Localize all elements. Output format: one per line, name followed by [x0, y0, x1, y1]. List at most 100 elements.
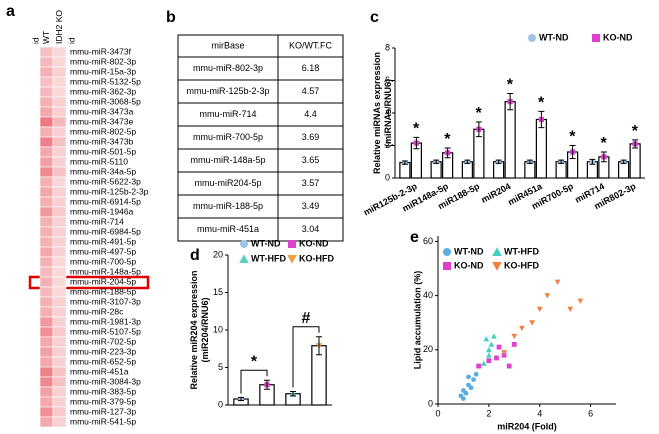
row-label: mmu-miR-451a	[70, 366, 129, 376]
heatmap-cell	[39, 206, 54, 218]
point	[471, 377, 476, 383]
point	[496, 344, 502, 350]
row-label: mmu-miR-3473e	[70, 116, 134, 126]
y-tick-label: 5	[218, 362, 223, 372]
heatmap-cell	[39, 356, 54, 368]
heatmap-cell	[52, 236, 67, 248]
table-header: KO/WT.FC	[289, 40, 332, 50]
point	[463, 390, 469, 396]
table-cell: mmu-miR-451a	[197, 224, 259, 234]
y-tick-label: 40	[423, 290, 433, 300]
panel-label: c	[370, 9, 379, 26]
point	[480, 360, 487, 366]
bracket	[292, 326, 320, 388]
heatmap-cell	[39, 116, 54, 128]
heatmap-cell	[39, 46, 54, 58]
heatmap-cell	[39, 66, 54, 78]
column-header: id	[30, 37, 40, 44]
heatmap-cell	[39, 396, 54, 408]
heatmap-cell	[39, 376, 54, 388]
row-label: mmu-miR-125b-2-3p	[70, 186, 149, 196]
significance-mark: *	[507, 77, 514, 94]
legend-label: KO-HFD	[504, 260, 539, 270]
heatmap-cell	[39, 106, 54, 118]
heatmap-cell	[39, 166, 54, 178]
row-label: mmu-miR-491-5p	[70, 236, 136, 246]
heatmap-cell	[39, 306, 54, 318]
heatmap-cell	[39, 276, 54, 288]
error-bar	[264, 379, 270, 390]
legend-marker	[239, 254, 249, 263]
point	[485, 346, 492, 353]
heatmap-cell	[52, 256, 67, 268]
point	[483, 336, 490, 342]
heatmap-cell	[39, 346, 54, 358]
row-label: mmu-miR-5110	[70, 156, 128, 166]
y-tick-label: 0	[218, 399, 223, 409]
panel-label: b	[166, 9, 176, 26]
point	[567, 306, 574, 313]
heatmap-cell	[52, 276, 67, 288]
point	[466, 374, 471, 380]
heatmap-cell	[39, 256, 54, 268]
y-axis-label: Lipid accumulation (%)	[412, 271, 422, 370]
row-label: mmu-miR-652-5p	[70, 356, 136, 366]
error-bar	[632, 139, 639, 149]
heatmap-cell	[39, 86, 54, 98]
heatmap-cell	[39, 286, 54, 298]
row-label: mmu-miR-362-3p	[70, 86, 136, 96]
error-bar	[475, 121, 482, 138]
y-tick-label: 8	[385, 42, 390, 52]
point	[473, 371, 479, 377]
legend-marker	[592, 34, 600, 42]
legend-marker	[443, 248, 451, 256]
row-label: mmu-miR-714	[70, 216, 124, 226]
point	[494, 355, 499, 361]
row-label: mmu-miR-501-5p	[70, 146, 136, 156]
heatmap-cell	[39, 226, 54, 238]
point	[554, 279, 561, 285]
point	[476, 363, 482, 369]
legend-label: WT-ND	[251, 238, 281, 248]
heatmap-cell	[39, 126, 54, 138]
y-axis-label: (miRNAs/RNU6)	[383, 79, 393, 147]
error-bar	[316, 336, 322, 356]
heatmap-cell	[39, 406, 54, 418]
point	[461, 396, 466, 401]
heatmap-cell	[52, 246, 67, 258]
legend-label: KO-ND	[299, 238, 329, 248]
x-tick-label: 6	[588, 408, 593, 418]
point	[491, 333, 497, 339]
row-label: mmu-miR-3107-3p	[70, 296, 141, 306]
heatmap-cell	[52, 346, 67, 358]
row-label: mmu-miR-497-5p	[70, 246, 136, 256]
legend-label: WT-ND	[539, 32, 569, 42]
heatmap-cell	[39, 96, 54, 108]
row-label: mmu-miR-6914-5p	[70, 196, 141, 206]
table-cell: mmu-miR-148a-5p	[190, 155, 265, 165]
point	[486, 358, 492, 364]
error-bar	[569, 145, 576, 159]
table-cell: mmu-miR-125b-2-3p	[186, 86, 269, 96]
heatmap-cell	[39, 386, 54, 398]
heatmap-cell	[39, 266, 54, 278]
error-bar	[413, 136, 420, 150]
heatmap-cell	[52, 386, 67, 398]
row-label: mmu-miR-127-3p	[70, 406, 136, 416]
legend-marker	[288, 240, 296, 248]
y-axis-label: (miR204/RNU6)	[200, 297, 210, 362]
point	[511, 333, 518, 340]
significance-mark: *	[601, 135, 608, 152]
row-label: mmu-miR-802-5p	[70, 126, 136, 136]
heatmap-cell	[39, 56, 54, 68]
panel-label: a	[6, 3, 15, 20]
row-label: mmu-miR-34a-5p	[70, 166, 136, 176]
table-cell: 3.65	[302, 155, 320, 165]
heatmap-cell	[52, 176, 67, 188]
y-axis-label: Relative miRNAs expression	[372, 52, 382, 174]
y-tick-label: 0	[385, 172, 390, 182]
heatmap-cell	[52, 366, 67, 378]
row-label: mmu-miR-3473a	[70, 106, 134, 116]
significance-mark: *	[413, 121, 420, 138]
table-cell: mmu-miR-700-5p	[193, 132, 263, 142]
